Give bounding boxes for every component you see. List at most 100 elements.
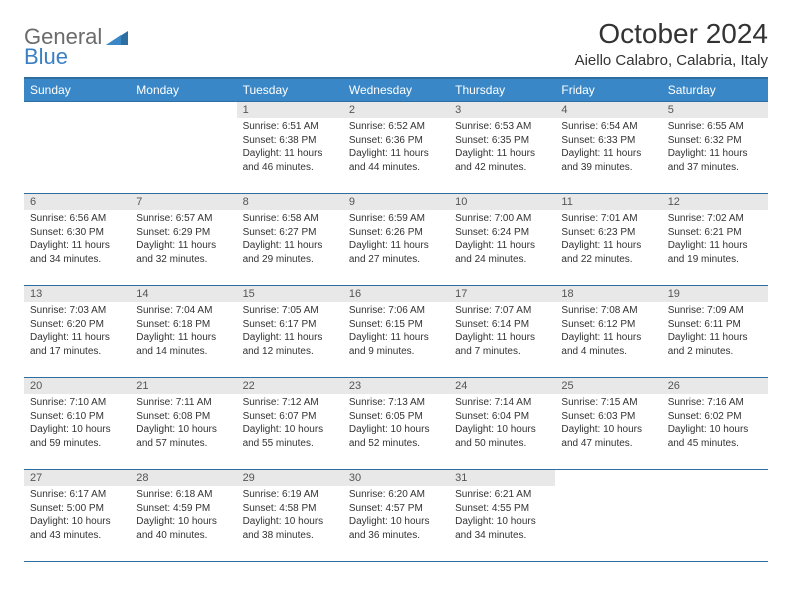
daylight-text: Daylight: 10 hours and 40 minutes.: [136, 515, 230, 542]
daylight-text: Daylight: 11 hours and 37 minutes.: [668, 147, 762, 174]
daylight-text: Daylight: 11 hours and 44 minutes.: [349, 147, 443, 174]
calendar-day-cell: 3Sunrise: 6:53 AMSunset: 6:35 PMDaylight…: [449, 102, 555, 194]
title-block: October 2024 Aiello Calabro, Calabria, I…: [575, 18, 768, 69]
day-body: Sunrise: 7:06 AMSunset: 6:15 PMDaylight:…: [343, 302, 449, 362]
sunrise-text: Sunrise: 6:55 AM: [668, 120, 762, 134]
day-number: 6: [24, 194, 130, 210]
day-number: 15: [237, 286, 343, 302]
location: Aiello Calabro, Calabria, Italy: [575, 52, 768, 69]
calendar-day-cell: 6Sunrise: 6:56 AMSunset: 6:30 PMDaylight…: [24, 194, 130, 286]
day-number: 26: [662, 378, 768, 394]
sunrise-text: Sunrise: 6:52 AM: [349, 120, 443, 134]
calendar-table: Sunday Monday Tuesday Wednesday Thursday…: [24, 77, 768, 562]
day-number: 28: [130, 470, 236, 486]
sunrise-text: Sunrise: 7:13 AM: [349, 396, 443, 410]
calendar-day-cell: 28Sunrise: 6:18 AMSunset: 4:59 PMDayligh…: [130, 470, 236, 562]
calendar-day-cell: 25Sunrise: 7:15 AMSunset: 6:03 PMDayligh…: [555, 378, 661, 470]
sunset-text: Sunset: 6:12 PM: [561, 318, 655, 332]
day-body: Sunrise: 7:02 AMSunset: 6:21 PMDaylight:…: [662, 210, 768, 270]
day-number: 3: [449, 102, 555, 118]
calendar-day-cell: 30Sunrise: 6:20 AMSunset: 4:57 PMDayligh…: [343, 470, 449, 562]
day-number: 13: [24, 286, 130, 302]
day-body: Sunrise: 6:53 AMSunset: 6:35 PMDaylight:…: [449, 118, 555, 178]
sunset-text: Sunset: 5:00 PM: [30, 502, 124, 516]
day-body: Sunrise: 7:01 AMSunset: 6:23 PMDaylight:…: [555, 210, 661, 270]
weekday-header: Wednesday: [343, 78, 449, 102]
day-number: 17: [449, 286, 555, 302]
sunrise-text: Sunrise: 7:12 AM: [243, 396, 337, 410]
calendar-day-cell: 10Sunrise: 7:00 AMSunset: 6:24 PMDayligh…: [449, 194, 555, 286]
calendar-day-cell: 4Sunrise: 6:54 AMSunset: 6:33 PMDaylight…: [555, 102, 661, 194]
calendar-day-cell: 2Sunrise: 6:52 AMSunset: 6:36 PMDaylight…: [343, 102, 449, 194]
sunset-text: Sunset: 4:58 PM: [243, 502, 337, 516]
day-number: 1: [237, 102, 343, 118]
logo-text-blue: Blue: [24, 44, 68, 70]
calendar-day-cell: 9Sunrise: 6:59 AMSunset: 6:26 PMDaylight…: [343, 194, 449, 286]
calendar-week-row: 20Sunrise: 7:10 AMSunset: 6:10 PMDayligh…: [24, 378, 768, 470]
calendar-week-row: ....1Sunrise: 6:51 AMSunset: 6:38 PMDayl…: [24, 102, 768, 194]
sunset-text: Sunset: 6:29 PM: [136, 226, 230, 240]
day-number: 7: [130, 194, 236, 210]
day-number: 2: [343, 102, 449, 118]
calendar-day-cell: 29Sunrise: 6:19 AMSunset: 4:58 PMDayligh…: [237, 470, 343, 562]
sunset-text: Sunset: 6:24 PM: [455, 226, 549, 240]
daylight-text: Daylight: 11 hours and 39 minutes.: [561, 147, 655, 174]
sunrise-text: Sunrise: 6:56 AM: [30, 212, 124, 226]
calendar-week-row: 13Sunrise: 7:03 AMSunset: 6:20 PMDayligh…: [24, 286, 768, 378]
sunrise-text: Sunrise: 6:51 AM: [243, 120, 337, 134]
calendar-day-cell: 1Sunrise: 6:51 AMSunset: 6:38 PMDaylight…: [237, 102, 343, 194]
calendar-day-cell: 5 Sunrise: 6:55 AMSunset: 6:32 PMDaylight…: [662, 102, 768, 194]
day-number: 23: [343, 378, 449, 394]
sunrise-text: Sunrise: 7:07 AM: [455, 304, 549, 318]
sunrise-text: Sunrise: 6:19 AM: [243, 488, 337, 502]
sunset-text: Sunset: 6:23 PM: [561, 226, 655, 240]
daylight-text: Daylight: 10 hours and 38 minutes.: [243, 515, 337, 542]
calendar-day-cell: 26Sunrise: 7:16 AMSunset: 6:02 PMDayligh…: [662, 378, 768, 470]
calendar-day-cell: 8Sunrise: 6:58 AMSunset: 6:27 PMDaylight…: [237, 194, 343, 286]
calendar-day-cell: 24Sunrise: 7:14 AMSunset: 6:04 PMDayligh…: [449, 378, 555, 470]
weekday-header: Tuesday: [237, 78, 343, 102]
sunset-text: Sunset: 6:36 PM: [349, 134, 443, 148]
sunrise-text: Sunrise: 7:15 AM: [561, 396, 655, 410]
day-body: Sunrise: 7:05 AMSunset: 6:17 PMDaylight:…: [237, 302, 343, 362]
day-body: Sunrise: 7:13 AMSunset: 6:05 PMDaylight:…: [343, 394, 449, 454]
calendar-day-cell: ..: [662, 470, 768, 562]
sunrise-text: Sunrise: 6:57 AM: [136, 212, 230, 226]
weekday-header: Monday: [130, 78, 236, 102]
calendar-day-cell: 21Sunrise: 7:11 AMSunset: 6:08 PMDayligh…: [130, 378, 236, 470]
sunrise-text: Sunrise: 7:03 AM: [30, 304, 124, 318]
daylight-text: Daylight: 10 hours and 50 minutes.: [455, 423, 549, 450]
sunrise-text: Sunrise: 6:59 AM: [349, 212, 443, 226]
day-number: 8: [237, 194, 343, 210]
day-number: 5: [662, 102, 768, 118]
sunrise-text: Sunrise: 7:04 AM: [136, 304, 230, 318]
sunrise-text: Sunrise: 6:53 AM: [455, 120, 549, 134]
day-body: Sunrise: 7:00 AMSunset: 6:24 PMDaylight:…: [449, 210, 555, 270]
sunset-text: Sunset: 4:57 PM: [349, 502, 443, 516]
sunrise-text: Sunrise: 6:54 AM: [561, 120, 655, 134]
sunrise-text: Sunrise: 6:20 AM: [349, 488, 443, 502]
sunset-text: Sunset: 6:32 PM: [668, 134, 762, 148]
day-body: Sunrise: 7:04 AMSunset: 6:18 PMDaylight:…: [130, 302, 236, 362]
calendar-day-cell: 20Sunrise: 7:10 AMSunset: 6:10 PMDayligh…: [24, 378, 130, 470]
day-body: Sunrise: 6:19 AMSunset: 4:58 PMDaylight:…: [237, 486, 343, 546]
calendar-day-cell: 23Sunrise: 7:13 AMSunset: 6:05 PMDayligh…: [343, 378, 449, 470]
day-body: Sunrise: 7:12 AMSunset: 6:07 PMDaylight:…: [237, 394, 343, 454]
daylight-text: Daylight: 10 hours and 43 minutes.: [30, 515, 124, 542]
sunset-text: Sunset: 4:59 PM: [136, 502, 230, 516]
sunrise-text: Sunrise: 7:09 AM: [668, 304, 762, 318]
day-body: Sunrise: 6:52 AMSunset: 6:36 PMDaylight:…: [343, 118, 449, 178]
daylight-text: Daylight: 11 hours and 14 minutes.: [136, 331, 230, 358]
calendar-day-cell: 14Sunrise: 7:04 AMSunset: 6:18 PMDayligh…: [130, 286, 236, 378]
sunrise-text: Sunrise: 7:00 AM: [455, 212, 549, 226]
daylight-text: Daylight: 10 hours and 45 minutes.: [668, 423, 762, 450]
day-body: Sunrise: 6:17 AMSunset: 5:00 PMDaylight:…: [24, 486, 130, 546]
header: General October 2024 Aiello Calabro, Cal…: [24, 18, 768, 69]
day-number: 20: [24, 378, 130, 394]
day-number: 11: [555, 194, 661, 210]
day-body: Sunrise: 7:07 AMSunset: 6:14 PMDaylight:…: [449, 302, 555, 362]
calendar-week-row: 6Sunrise: 6:56 AMSunset: 6:30 PMDaylight…: [24, 194, 768, 286]
weekday-header: Sunday: [24, 78, 130, 102]
logo-triangle-icon: [106, 29, 128, 45]
daylight-text: Daylight: 11 hours and 9 minutes.: [349, 331, 443, 358]
